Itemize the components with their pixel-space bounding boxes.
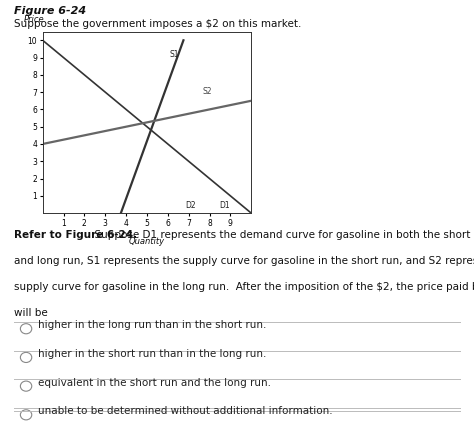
Text: higher in the short run than in the long run.: higher in the short run than in the long… — [38, 349, 266, 359]
Text: S1: S1 — [169, 50, 179, 60]
Text: equivalent in the short run and the long run.: equivalent in the short run and the long… — [38, 378, 271, 388]
Text: S2: S2 — [203, 87, 212, 97]
Text: supply curve for gasoline in the long run.  After the imposition of the $2, the : supply curve for gasoline in the long ru… — [14, 282, 474, 292]
Text: and long run, S1 represents the supply curve for gasoline in the short run, and : and long run, S1 represents the supply c… — [14, 256, 474, 266]
Text: Figure 6-24: Figure 6-24 — [14, 6, 86, 16]
Text: Quantity: Quantity — [129, 237, 165, 246]
Text: Refer to Figure 6-24.: Refer to Figure 6-24. — [14, 230, 137, 240]
Text: D2: D2 — [185, 201, 196, 210]
Text: higher in the long run than in the short run.: higher in the long run than in the short… — [38, 320, 266, 330]
Text: Suppose D1 represents the demand curve for gasoline in both the short run: Suppose D1 represents the demand curve f… — [88, 230, 474, 240]
Text: Price: Price — [24, 15, 45, 24]
Text: D1: D1 — [219, 201, 229, 210]
Text: unable to be determined without additional information.: unable to be determined without addition… — [38, 406, 333, 417]
Text: will be: will be — [14, 308, 48, 319]
Text: Suppose the government imposes a $2 on this market.: Suppose the government imposes a $2 on t… — [14, 19, 301, 29]
